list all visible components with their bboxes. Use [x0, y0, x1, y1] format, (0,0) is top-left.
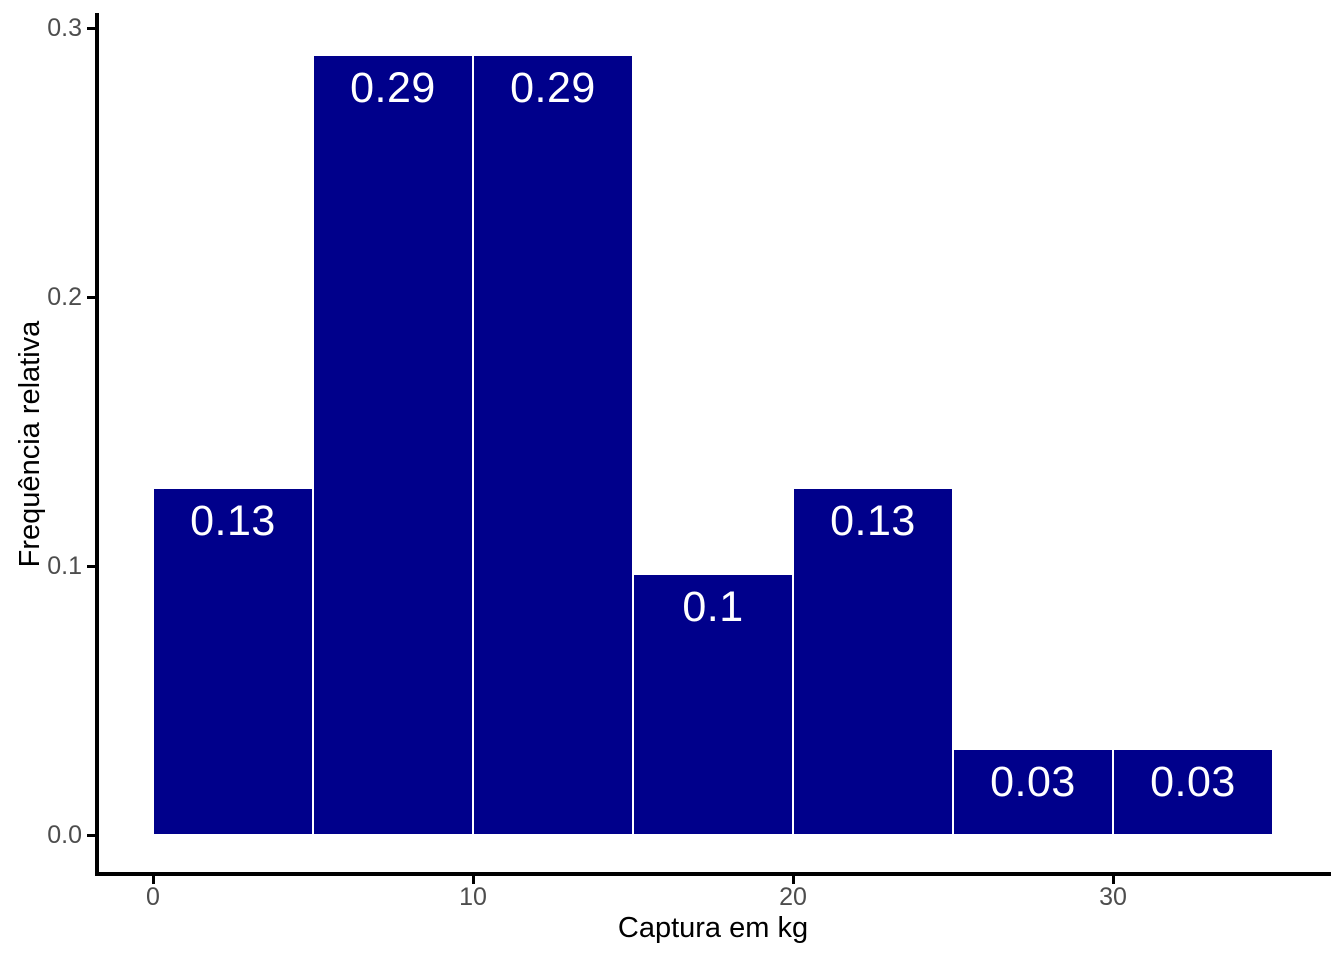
y-axis-line [95, 13, 99, 876]
y-axis-tick-mark [87, 26, 95, 30]
histogram-bar [313, 55, 473, 835]
x-axis-tick-mark [471, 876, 475, 884]
x-axis-tick-label: 10 [459, 883, 487, 911]
y-axis-tick-mark [87, 295, 95, 299]
x-axis-tick-mark [791, 876, 795, 884]
histogram-bar [1113, 748, 1273, 835]
histogram-bar [953, 748, 1113, 835]
y-axis-tick-label: 0.2 [47, 283, 82, 312]
x-axis-title: Captura em kg [617, 912, 809, 944]
x-axis-tick-label: 0 [146, 883, 160, 911]
y-axis-title: Frequência relativa [14, 320, 46, 568]
bar-value-label: 0.29 [350, 64, 436, 112]
histogram-bar [153, 488, 313, 835]
x-axis-tick-label: 30 [1099, 883, 1127, 911]
histogram-bar [633, 574, 793, 835]
histogram-bar [473, 55, 633, 835]
y-axis-tick-label: 0.3 [47, 14, 82, 43]
bar-value-label: 0.13 [830, 497, 916, 546]
x-axis-tick-label: 20 [779, 883, 807, 911]
y-axis-tick-label: 0.1 [47, 552, 82, 581]
y-axis-tick-label: 0.0 [47, 821, 82, 849]
x-axis-tick-mark [1111, 876, 1115, 884]
bar-value-label: 0.03 [990, 757, 1076, 806]
y-axis-tick-mark [87, 833, 95, 837]
x-axis-line [95, 872, 1331, 876]
y-axis-tick-mark [87, 564, 95, 568]
bar-value-label: 0.03 [1150, 757, 1236, 806]
bar-value-label: 0.13 [190, 497, 276, 546]
histogram-bar [793, 488, 953, 835]
x-axis-tick-mark [151, 876, 155, 884]
bar-value-label: 0.29 [510, 64, 596, 112]
bar-value-label: 0.1 [682, 583, 744, 632]
